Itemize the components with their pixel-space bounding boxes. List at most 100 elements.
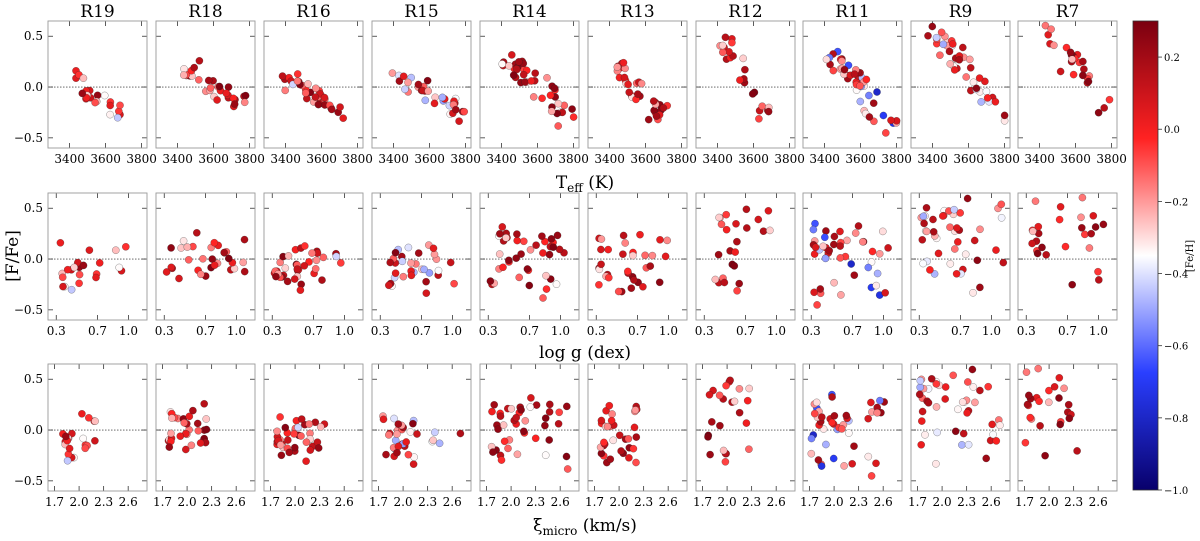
x-tick-label: 2.6 — [982, 495, 1001, 509]
data-point — [830, 278, 838, 287]
data-point — [634, 90, 642, 98]
data-point — [617, 447, 625, 455]
data-point — [220, 248, 228, 257]
data-point — [1099, 220, 1108, 229]
data-point — [195, 76, 203, 84]
data-point — [637, 79, 646, 88]
data-point — [293, 77, 302, 85]
data-point — [1094, 267, 1102, 276]
data-point — [807, 434, 816, 443]
data-point — [838, 425, 846, 433]
data-point — [239, 258, 247, 267]
data-point — [496, 412, 505, 420]
x-tick-label: 2.0 — [1040, 495, 1059, 509]
data-point — [996, 421, 1004, 430]
data-point — [933, 428, 941, 437]
panel-frame — [47, 363, 148, 492]
colorbar-tick-label: −0.8 — [1164, 414, 1188, 425]
data-point — [1064, 400, 1073, 409]
data-point — [190, 63, 198, 72]
data-point — [946, 260, 955, 268]
x-tick-label: 2.6 — [119, 495, 138, 509]
data-point — [982, 454, 990, 463]
scatter-points — [1028, 193, 1108, 289]
data-point — [1087, 229, 1095, 238]
data-point — [922, 204, 931, 212]
x-tick-label: 3800 — [342, 152, 373, 166]
data-point — [1068, 280, 1076, 289]
data-point — [629, 251, 637, 260]
data-point — [222, 89, 231, 97]
data-point — [92, 273, 100, 282]
data-point — [394, 442, 403, 451]
data-point — [521, 417, 530, 425]
x-tick-label: 0.7 — [736, 324, 755, 338]
data-point — [862, 75, 871, 84]
data-point — [721, 33, 730, 42]
data-point — [281, 264, 290, 272]
panel-frame — [371, 363, 472, 492]
data-point — [764, 107, 773, 116]
data-point — [921, 431, 929, 439]
data-point — [489, 448, 497, 456]
data-point — [446, 258, 455, 267]
data-point — [404, 450, 413, 459]
data-point — [312, 256, 321, 265]
data-point — [285, 448, 294, 457]
data-point — [425, 269, 434, 277]
data-point — [941, 383, 950, 391]
x-tick-label: 3800 — [774, 152, 805, 166]
data-point — [715, 213, 723, 222]
data-point — [735, 279, 743, 288]
data-point — [1034, 364, 1042, 373]
data-point — [407, 271, 416, 280]
data-point — [1073, 447, 1081, 455]
y-tick-label: 0.5 — [24, 201, 43, 215]
data-point — [293, 70, 302, 78]
data-point — [278, 72, 287, 80]
data-point — [290, 275, 299, 283]
data-point — [210, 261, 219, 269]
data-point — [963, 194, 972, 203]
data-point — [230, 100, 239, 108]
data-point — [968, 365, 977, 374]
data-point — [629, 444, 638, 453]
data-point — [992, 437, 1001, 445]
data-point — [314, 100, 323, 109]
data-point — [917, 441, 925, 449]
scatter-points — [807, 390, 888, 480]
data-point — [736, 76, 744, 84]
data-point — [394, 420, 403, 428]
data-point — [1062, 43, 1071, 52]
data-point — [240, 98, 249, 107]
x-tick-label: 0.7 — [304, 324, 323, 338]
data-point — [167, 429, 175, 438]
data-point — [812, 398, 821, 407]
data-point — [512, 65, 521, 73]
data-point — [1042, 251, 1050, 259]
x-tick-label: 0.7 — [951, 324, 970, 338]
data-point — [1100, 104, 1108, 112]
data-point — [399, 272, 408, 281]
x-tick-label: 3800 — [558, 152, 589, 166]
data-point — [882, 129, 890, 137]
data-point — [717, 220, 726, 229]
data-point — [829, 66, 838, 75]
data-point — [743, 396, 752, 405]
x-tick-label: 1.0 — [982, 324, 1001, 338]
data-point — [555, 245, 564, 254]
data-point — [430, 99, 439, 108]
data-point — [420, 265, 428, 274]
x-axis-label-logg: log g (dex) — [539, 343, 631, 363]
y-tick-label: 0.5 — [24, 29, 43, 43]
data-point — [971, 398, 979, 407]
data-point — [916, 376, 925, 385]
data-point — [196, 439, 205, 447]
x-tick-label: 1.7 — [800, 495, 819, 509]
data-point — [523, 265, 532, 273]
data-point — [517, 250, 525, 258]
data-point — [521, 78, 529, 86]
data-point — [204, 76, 213, 85]
data-point — [496, 230, 504, 238]
data-point — [958, 441, 966, 449]
